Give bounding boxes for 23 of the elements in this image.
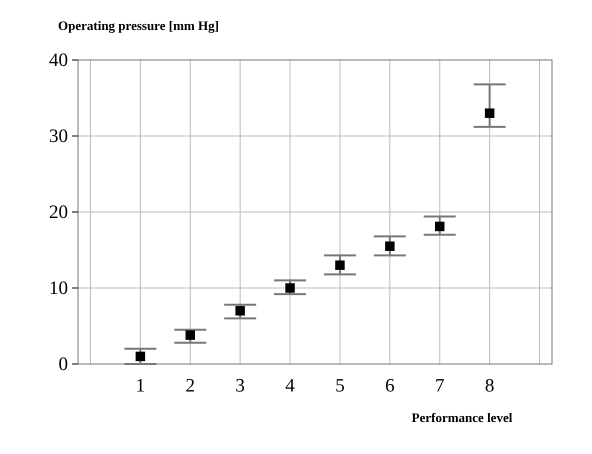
x-tick-label: 3 xyxy=(235,375,245,396)
point xyxy=(186,330,196,340)
point xyxy=(285,283,295,293)
y-axis-title: Operating pressure [mm Hg] xyxy=(58,18,219,33)
point xyxy=(335,260,345,270)
point xyxy=(385,241,395,251)
point xyxy=(136,352,146,362)
y-tick-label: 40 xyxy=(49,50,68,72)
point xyxy=(434,222,444,232)
y-tick-label: 10 xyxy=(49,278,68,300)
x-tick-label: 6 xyxy=(385,375,395,396)
y-tick-label: 0 xyxy=(58,354,68,376)
y-tick-label: 20 xyxy=(49,202,68,224)
y-tick-label: 30 xyxy=(49,126,68,148)
point xyxy=(235,306,245,316)
x-tick-label: 7 xyxy=(434,375,444,396)
point xyxy=(484,108,494,118)
x-tick-label: 5 xyxy=(335,375,345,396)
x-tick-label: 2 xyxy=(186,375,196,396)
x-tick-label: 4 xyxy=(285,375,296,396)
x-tick-label: 1 xyxy=(136,375,146,396)
x-axis-title: Performance level xyxy=(412,410,513,425)
x-tick-label: 8 xyxy=(484,375,494,396)
